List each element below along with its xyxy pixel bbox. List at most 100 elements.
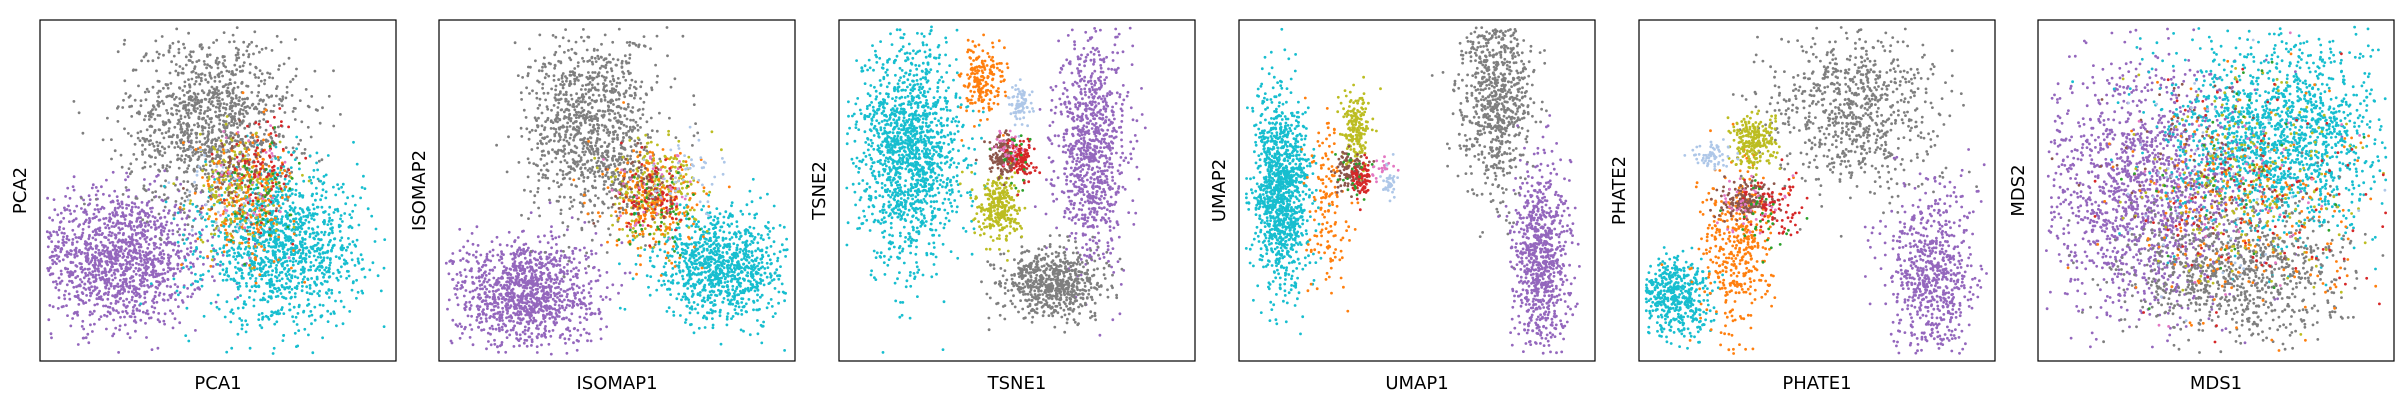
scatter-point <box>239 208 242 211</box>
scatter-point <box>214 76 217 79</box>
scatter-point <box>153 301 156 304</box>
scatter-point <box>134 206 137 209</box>
scatter-point <box>65 304 68 307</box>
scatter-point <box>307 298 310 301</box>
scatter-point <box>106 263 109 266</box>
scatter-point <box>154 156 157 159</box>
scatter-point <box>294 275 297 278</box>
scatter-point <box>219 247 222 250</box>
scatter-point <box>279 210 282 213</box>
scatter-point <box>208 46 211 49</box>
scatter-point <box>237 103 240 106</box>
scatter-point <box>157 312 160 315</box>
scatter-point <box>147 188 150 191</box>
scatter-point <box>146 88 149 91</box>
scatter-point <box>153 307 156 310</box>
scatter-point <box>176 267 179 270</box>
scatter-point <box>94 238 97 241</box>
scatter-point <box>98 219 101 222</box>
scatter-point <box>450 340 453 343</box>
scatter-point <box>81 325 84 328</box>
scatter-point <box>179 206 182 209</box>
scatter-point <box>220 71 223 74</box>
scatter-point <box>68 220 71 223</box>
scatter-point <box>233 102 236 105</box>
scatter-point <box>501 328 504 331</box>
scatter-point <box>213 178 216 181</box>
scatter-point <box>194 101 197 104</box>
scatter-point <box>132 285 135 288</box>
scatter-point <box>242 109 245 112</box>
scatter-point <box>190 246 193 249</box>
scatter-point <box>109 312 112 315</box>
scatter-point <box>150 210 153 213</box>
scatter-point <box>167 212 170 215</box>
scatter-point <box>202 190 205 193</box>
scatter-point <box>144 322 147 325</box>
scatter-point <box>270 279 273 282</box>
scatter-point <box>225 140 228 143</box>
scatter-point <box>268 212 271 215</box>
scatter-point <box>333 211 336 214</box>
scatter-point <box>234 258 237 261</box>
scatter-point <box>113 190 116 193</box>
scatter-point <box>237 307 240 310</box>
scatter-point <box>112 214 115 217</box>
scatter-point <box>321 283 324 286</box>
scatter-point <box>169 296 172 299</box>
scatter-point <box>383 325 386 328</box>
scatter-point <box>75 217 78 220</box>
scatter-point <box>219 261 222 264</box>
scatter-point <box>488 290 491 293</box>
scatter-point <box>119 316 122 319</box>
scatter-point <box>123 255 126 258</box>
scatter-point <box>253 161 256 164</box>
scatter-point <box>496 345 499 348</box>
scatter-point <box>517 255 520 258</box>
scatter-point <box>190 132 193 135</box>
scatter-point <box>197 117 200 120</box>
scatter-point <box>527 323 530 326</box>
scatter-point <box>210 302 213 305</box>
scatter-point <box>322 276 325 279</box>
scatter-point <box>191 234 194 237</box>
scatter-point <box>194 188 197 191</box>
scatter-point <box>187 223 190 226</box>
scatter-point <box>156 301 159 304</box>
scatter-point <box>256 95 259 98</box>
scatter-point <box>313 290 316 293</box>
scatter-point <box>489 269 492 272</box>
scatter-point <box>62 305 65 308</box>
scatter-point <box>135 158 138 161</box>
scatter-point <box>151 191 154 194</box>
scatter-point <box>575 266 578 269</box>
scatter-point <box>295 68 298 71</box>
scatter-point <box>232 255 235 258</box>
scatter-point <box>344 263 347 266</box>
scatter-point <box>206 109 209 112</box>
scatter-point <box>208 215 211 218</box>
scatter-point <box>328 217 331 220</box>
scatter-point <box>184 116 187 119</box>
scatter-point <box>253 305 256 308</box>
scatter-point <box>248 161 251 164</box>
scatter-point <box>336 183 339 186</box>
scatter-point <box>257 160 260 163</box>
scatter-point <box>286 286 289 289</box>
scatter-point <box>69 212 72 215</box>
scatter-point <box>177 72 180 75</box>
scatter-point <box>247 202 250 205</box>
scatter-point <box>237 262 240 265</box>
scatter-point <box>178 97 181 100</box>
scatter-point <box>118 255 121 258</box>
scatter-point <box>271 166 274 169</box>
scatter-point <box>185 56 188 59</box>
scatter-point <box>258 285 261 288</box>
scatter-point <box>602 298 605 301</box>
scatter-point <box>452 278 455 281</box>
scatter-point <box>245 167 248 170</box>
scatter-point <box>181 89 184 92</box>
scatter-point <box>303 231 306 234</box>
scatter-point <box>162 120 165 123</box>
scatter-point <box>133 270 136 273</box>
